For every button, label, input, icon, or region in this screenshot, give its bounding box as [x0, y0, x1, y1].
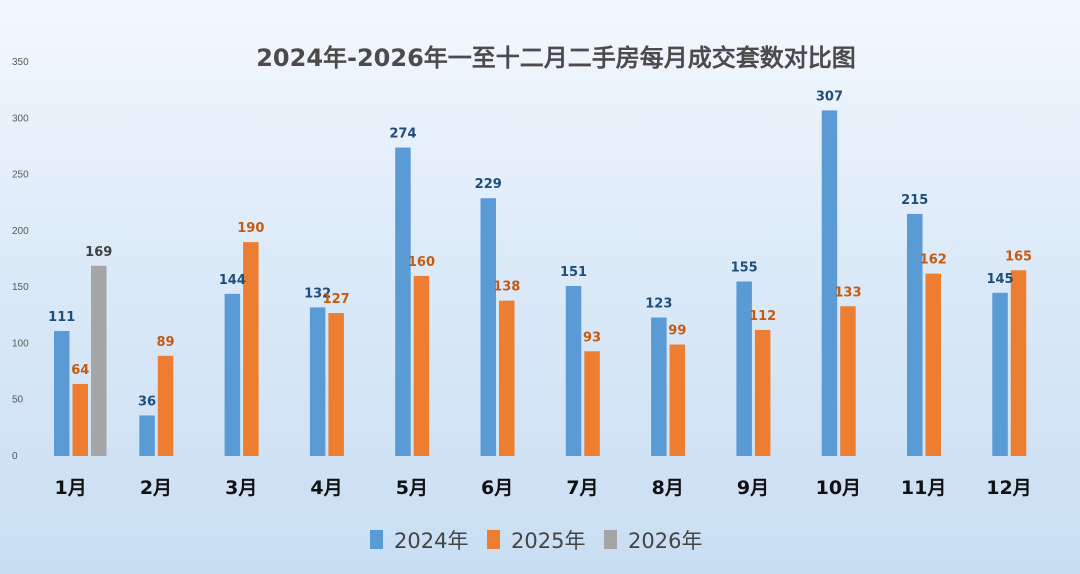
x-tick-label: 8月	[652, 477, 684, 499]
y-tick-label: 300	[12, 113, 29, 124]
data-label: 144	[219, 273, 246, 288]
bar	[91, 265, 107, 456]
x-tick-label: 9月	[737, 477, 769, 499]
bar	[499, 300, 515, 456]
data-label: 151	[560, 265, 587, 280]
x-tick-label: 5月	[396, 477, 428, 499]
data-label: 160	[408, 255, 435, 270]
legend-label: 2024年	[394, 529, 468, 553]
bar	[651, 317, 667, 456]
y-tick-label: 0	[12, 451, 18, 462]
data-label: 127	[323, 292, 350, 307]
bar	[925, 273, 941, 456]
data-label: 132	[304, 286, 331, 301]
bar	[243, 242, 259, 456]
data-label: 162	[920, 253, 947, 268]
bar	[584, 351, 600, 456]
y-axis: 0 50 100 150 200 250 300 350	[12, 57, 29, 462]
data-label: 89	[157, 335, 175, 350]
legend-label: 2026年	[628, 529, 702, 553]
bar	[224, 293, 241, 456]
bar	[139, 415, 155, 456]
data-label: 133	[834, 285, 861, 300]
legend: 2024年 2025年 2026年	[370, 529, 702, 553]
data-label: 64	[71, 363, 89, 378]
data-label: 229	[475, 177, 502, 192]
legend-label: 2025年	[511, 529, 585, 553]
bar	[157, 355, 174, 456]
data-label: 274	[389, 127, 416, 142]
y-tick-label: 100	[12, 338, 29, 349]
legend-swatch	[370, 530, 383, 549]
x-axis: 1月 2月 3月 4月 5月 6月 7月 8月 9月 10月 11月 12月	[55, 477, 1032, 499]
data-label: 123	[645, 297, 672, 312]
bar	[309, 307, 326, 456]
bar	[992, 292, 1008, 456]
data-label: 99	[668, 324, 686, 339]
x-tick-label: 11月	[901, 477, 946, 499]
bar	[565, 286, 582, 456]
bar	[907, 213, 923, 456]
x-tick-label: 2月	[140, 477, 172, 499]
data-label: 165	[1005, 249, 1032, 264]
bar	[669, 344, 686, 456]
legend-swatch	[604, 530, 617, 549]
chart-title: 2024年-2026年一至十二月二手房每月成交套数对比图	[256, 44, 856, 72]
bar	[413, 275, 430, 456]
data-label: 307	[816, 89, 843, 104]
data-label: 111	[48, 310, 75, 325]
bar	[821, 110, 838, 457]
y-tick-label: 50	[12, 395, 24, 406]
bar	[1010, 270, 1027, 456]
y-tick-label: 150	[12, 282, 29, 293]
x-tick-label: 3月	[225, 477, 257, 499]
x-tick-label: 1月	[55, 477, 87, 499]
y-tick-label: 250	[12, 170, 29, 181]
bar	[395, 147, 411, 456]
data-label: 93	[583, 330, 601, 345]
x-tick-label: 10月	[816, 477, 861, 499]
bars	[54, 110, 1027, 457]
bar	[736, 281, 752, 456]
data-label: 190	[237, 221, 264, 236]
data-label: 36	[138, 394, 156, 409]
bar	[72, 383, 88, 456]
x-tick-label: 4月	[310, 477, 342, 499]
x-tick-label: 6月	[481, 477, 513, 499]
y-tick-label: 200	[12, 226, 29, 237]
data-label: 215	[901, 193, 928, 208]
bar	[328, 313, 344, 456]
bar	[754, 329, 771, 456]
bar	[840, 306, 856, 456]
bar	[54, 331, 70, 456]
legend-swatch	[487, 530, 500, 549]
data-label: 169	[85, 245, 112, 260]
bar	[480, 198, 496, 456]
data-label: 112	[749, 309, 776, 324]
data-label: 145	[986, 272, 1013, 287]
x-tick-label: 12月	[986, 477, 1031, 499]
x-tick-label: 7月	[566, 477, 598, 499]
y-tick-label: 350	[12, 57, 29, 68]
data-label: 138	[493, 280, 520, 295]
data-label: 155	[731, 261, 758, 276]
